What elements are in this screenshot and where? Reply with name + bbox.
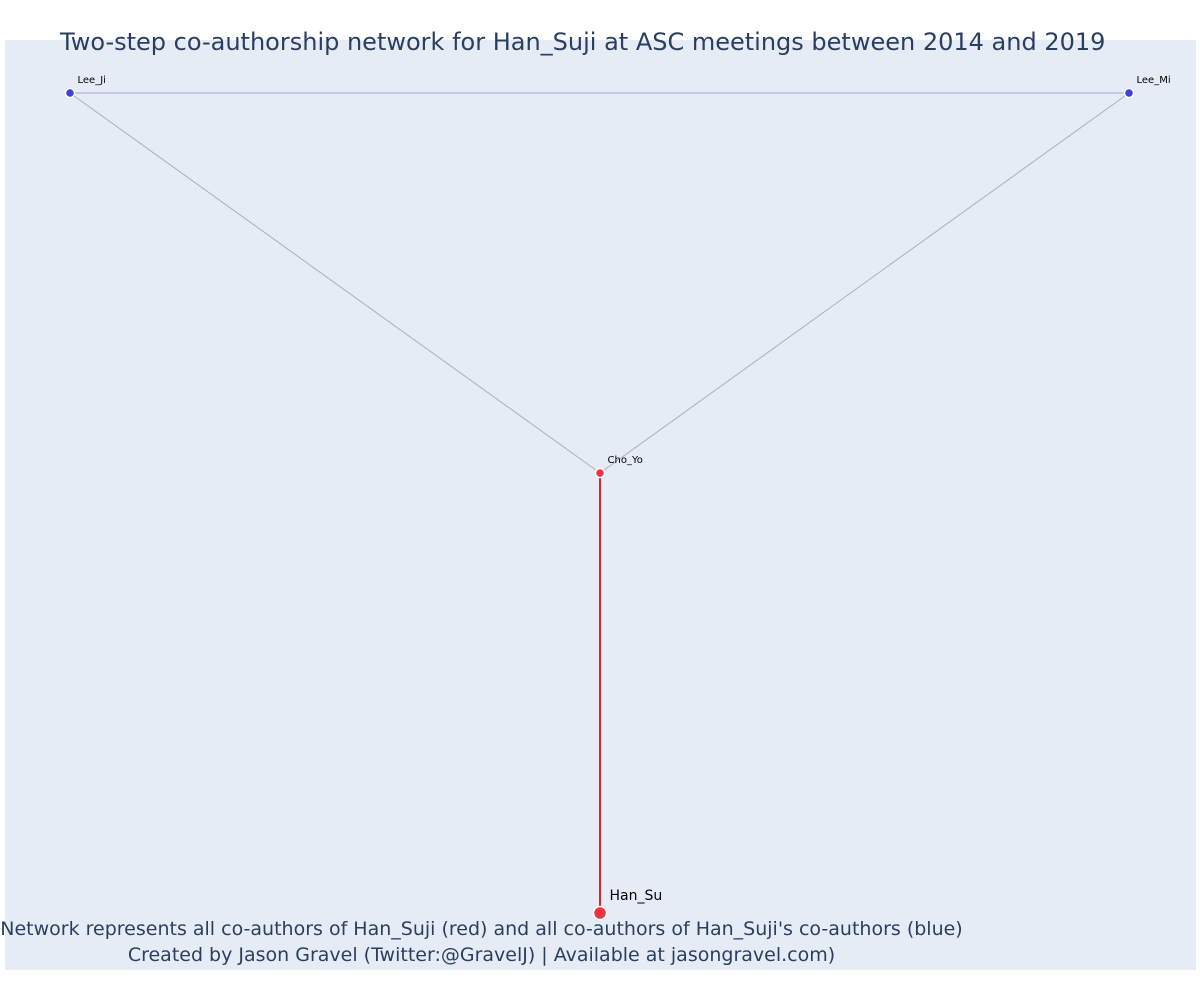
edges-layer — [69, 92, 1130, 913]
node-han-su[interactable] — [592, 905, 608, 921]
node-label-lee-mi: Lee_Mi — [1137, 75, 1171, 86]
caption-line-1: Network represents all co-authors of Han… — [0, 918, 963, 940]
nodes-layer: Lee_Ji Lee_Mi Cho_Yo Han_Su — [64, 75, 1171, 921]
chart-title: Two-step co-authorship network for Han_S… — [60, 28, 1106, 56]
node-label-han-su: Han_Su — [610, 888, 663, 904]
caption-line-2: Created by Jason Gravel (Twitter:@Gravel… — [127, 944, 836, 966]
node-lee-ji[interactable] — [64, 87, 76, 99]
node-lee-mi[interactable] — [1123, 87, 1135, 99]
node-label-cho-yo: Cho_Yo — [608, 455, 643, 466]
node-label-lee-ji: Lee_Ji — [78, 75, 106, 86]
edge-lee_ji-cho_yo — [69, 92, 601, 474]
edge-lee_mi-cho_yo — [599, 92, 1130, 474]
node-cho-yo[interactable] — [594, 467, 606, 479]
